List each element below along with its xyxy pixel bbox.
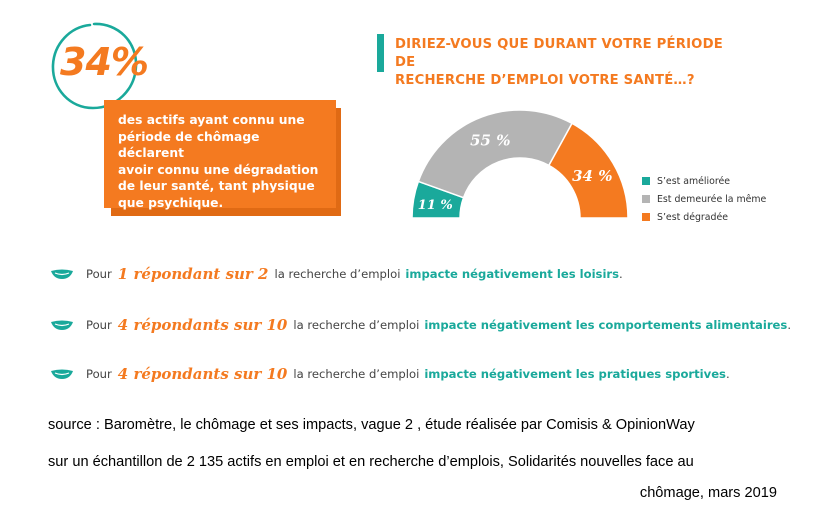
box-line: période de chômage déclarent (118, 129, 260, 161)
question-line-1: DIRIEZ-VOUS QUE DURANT VOTRE PÉRIODE DE (395, 37, 723, 70)
stat-row: Pour 4 répondants sur 10 la recherche d’… (50, 313, 791, 337)
legend-swatch (642, 177, 650, 185)
legend-label: S’est dégradée (657, 211, 728, 223)
donut-segment (417, 110, 574, 199)
legend-item: S’est améliorée (642, 172, 766, 190)
source-line-2: sur un échantillon de 2 135 actifs en em… (48, 454, 694, 470)
question-line-2: RECHERCHE D’EMPLOI VOTRE SANTÉ…? (395, 73, 695, 88)
stat-bold: impacte négativement les comportements a… (424, 318, 788, 332)
stat-end: . (787, 318, 791, 332)
circle-brush-icon (51, 22, 138, 110)
question-accent-bar (377, 34, 384, 72)
stat-bold: impacte négativement les loisirs (405, 267, 620, 281)
box-line: de leur santé, tant physique (118, 179, 315, 193)
donut-value-label: 11 % (418, 198, 453, 213)
stat-intro: Pour (86, 367, 112, 381)
chart-legend: S’est améliorée Est demeurée la même S’e… (642, 172, 766, 226)
source-line-1: source : Baromètre, le chômage et ses im… (48, 417, 695, 433)
leaf-icon (51, 269, 73, 279)
donut-value-label: 55 % (470, 131, 510, 149)
stat-intro: Pour (86, 267, 112, 281)
stat-intro: Pour (86, 318, 112, 332)
box-line: des actifs ayant connu une (118, 113, 305, 127)
stat-highlight: 4 répondants sur 10 (117, 365, 288, 383)
stat-row: Pour 1 répondant sur 2 la recherche d’em… (50, 262, 623, 286)
donut-value-label: 34 % (572, 167, 612, 185)
stat-end: . (619, 267, 623, 281)
half-donut-chart: 11 % 55 % 34 % (411, 110, 629, 219)
headline-percent: 34% (60, 40, 149, 84)
headline-circle (51, 22, 138, 110)
chart-question: DIRIEZ-VOUS QUE DURANT VOTRE PÉRIODE DE … (395, 36, 735, 90)
legend-swatch (642, 213, 650, 221)
stat-highlight: 1 répondant sur 2 (117, 265, 269, 283)
leaf-icon (51, 369, 73, 379)
legend-item: S’est dégradée (642, 208, 766, 226)
donut-segment (547, 122, 629, 219)
box-line: avoir connu une dégradation (118, 162, 319, 177)
stat-mid: la recherche d’emploi (274, 267, 401, 281)
legend-swatch (642, 195, 650, 203)
leaf-icon (51, 320, 73, 330)
headline-text-box: des actifs ayant connu une période de ch… (104, 100, 336, 210)
stat-highlight: 4 répondants sur 10 (117, 316, 288, 334)
box-line: que psychique. (118, 195, 224, 210)
stat-mid: la recherche d’emploi (293, 367, 420, 381)
stat-end: . (725, 367, 730, 381)
stat-row: Pour 4 répondants sur 10 la recherche d’… (50, 362, 730, 386)
stat-mid: la recherche d’emploi (293, 318, 420, 332)
legend-label: Est demeurée la même (657, 193, 767, 205)
source-line-3: chômage, mars 2019 (639, 485, 777, 501)
legend-item: Est demeurée la même (642, 190, 766, 208)
stat-bold: impacte négativement les pratiques sport… (424, 367, 726, 381)
legend-label: S’est améliorée (657, 175, 731, 187)
